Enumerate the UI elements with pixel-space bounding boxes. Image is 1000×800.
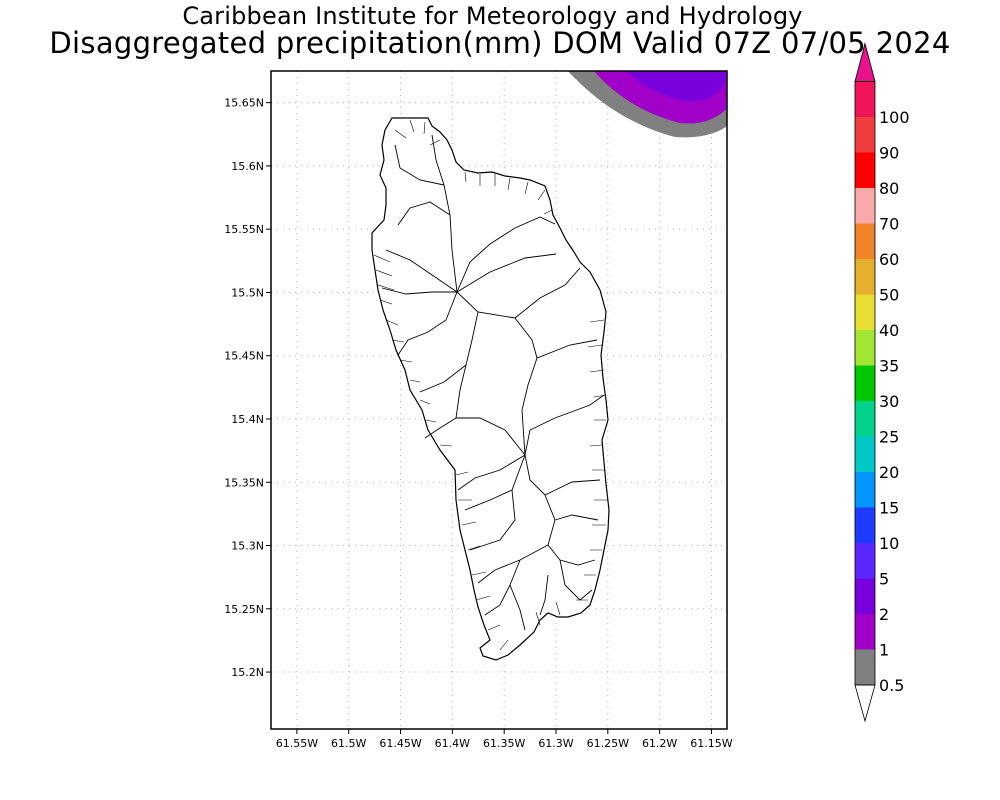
colorbar-swatch-60	[855, 223, 875, 259]
colorbar-label: 100	[879, 108, 910, 127]
lon-label: 61.45W	[379, 737, 421, 750]
chart-subtitle: Disaggregated precipitation(mm) DOM Vali…	[49, 26, 951, 60]
colorbar-swatch-25	[855, 401, 875, 437]
colorbar-label: 30	[879, 392, 899, 411]
colorbar-label: 25	[879, 428, 899, 447]
colorbar-swatch-70	[855, 188, 875, 224]
lon-label: 61.55W	[276, 737, 318, 750]
colorbar-label: 70	[879, 215, 899, 234]
lat-label: 15.6N	[231, 160, 264, 173]
colorbar-top-triangle	[854, 41, 876, 82]
precip-contour-2	[626, 71, 727, 102]
colorbar-label: 15	[879, 499, 899, 518]
chart-title: Caribbean Institute for Meteorology and …	[182, 2, 803, 30]
lat-label: 15.4N	[231, 413, 264, 426]
lat-label: 15.5N	[231, 286, 264, 299]
lon-label: 61.25W	[587, 737, 629, 750]
map-frame	[270, 70, 728, 730]
colorbar-swatch-30	[855, 365, 875, 401]
colorbar-swatch-100	[855, 81, 875, 117]
colorbar-label: 80	[879, 179, 899, 198]
lon-label: 61.4W	[435, 737, 470, 750]
lat-label: 15.45N	[224, 350, 264, 363]
colorbar-bottom-triangle	[854, 684, 876, 723]
colorbar-label: 0.5	[879, 676, 904, 695]
colorbar-label: 10	[879, 534, 899, 553]
coastal-drainage	[373, 119, 608, 651]
island-coastline	[371, 117, 610, 661]
latitude-labels: 15.65N 15.6N 15.55N 15.5N 15.45N 15.4N 15.35N 1…	[224, 97, 271, 679]
colorbar-swatch-5	[855, 543, 875, 579]
lat-label: 15.35N	[224, 476, 264, 489]
island-dominica	[371, 117, 610, 661]
longitude-labels: 61.55W 61.5W 61.45W 61.4W 61.35W 61.3W 61.25W 6…	[276, 729, 733, 750]
colorbar-swatch-1	[855, 614, 875, 650]
colorbar-label: 1	[879, 641, 889, 660]
colorbar-swatch-2	[855, 578, 875, 614]
colorbar-label: 20	[879, 463, 899, 482]
colorbar-label: 40	[879, 321, 899, 340]
colorbar-label: 90	[879, 144, 899, 163]
colorbar-label: 5	[879, 570, 889, 589]
colorbar-label: 50	[879, 286, 899, 305]
colorbar-swatch-20	[855, 436, 875, 472]
lon-label: 61.5W	[331, 737, 366, 750]
colorbar-label: 2	[879, 605, 889, 624]
colorbar-label: 60	[879, 250, 899, 269]
watershed-boundaries	[381, 134, 605, 631]
lat-label: 15.25N	[224, 603, 264, 616]
colorbar-swatch-15	[855, 472, 875, 508]
colorbar-swatch-90	[855, 117, 875, 153]
lon-label: 61.35W	[483, 737, 525, 750]
colorbar-swatch-35	[855, 330, 875, 366]
precip-field	[568, 71, 727, 138]
lat-label: 15.2N	[231, 666, 264, 679]
lat-label: 15.55N	[224, 223, 264, 236]
colorbar-label: 35	[879, 357, 899, 376]
colorbar-swatch-40	[855, 294, 875, 330]
lon-label: 61.15W	[690, 737, 732, 750]
colorbar-swatch-50	[855, 259, 875, 295]
colorbar-swatch-80	[855, 152, 875, 188]
lat-label: 15.65N	[224, 97, 264, 110]
lat-label: 15.3N	[231, 540, 264, 553]
lon-label: 61.2W	[642, 737, 677, 750]
colorbar-swatch-10	[855, 507, 875, 543]
colorbar-swatch-0.5	[855, 649, 875, 685]
colorbar-outline	[854, 81, 876, 686]
lon-label: 61.3W	[538, 737, 573, 750]
